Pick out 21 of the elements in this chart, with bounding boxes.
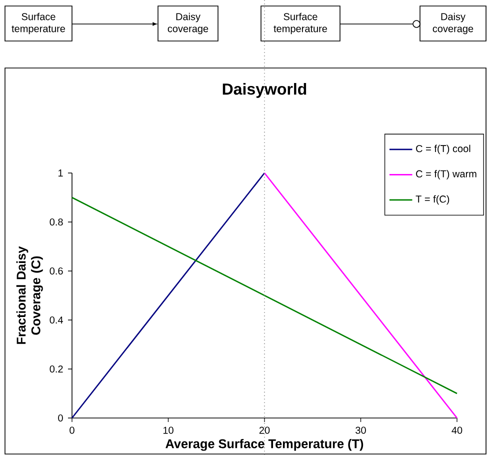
- legend-label: C = f(T) cool: [416, 144, 470, 154]
- x-tick-label: 0: [70, 426, 74, 434]
- y-tick-label: 0.6: [50, 267, 63, 275]
- x-tick-label: 20: [259, 426, 270, 434]
- text: Surface temperature: [12, 12, 66, 34]
- text: Daisy coverage: [168, 12, 208, 34]
- x-tick-label: 10: [163, 426, 174, 434]
- x-tick-label: 40: [452, 426, 462, 434]
- y-axis-title: Fractional Daisy Coverage (C): [16, 246, 43, 344]
- y-tick-label: 0: [58, 414, 63, 422]
- chart-title: Daisyworld: [222, 82, 306, 98]
- text: Surface temperature: [274, 12, 328, 34]
- y-tick-label: 0.4: [50, 316, 63, 324]
- text: Daisy coverage: [432, 12, 474, 34]
- y-tick-label: 1: [58, 170, 63, 176]
- y-tick-label: 0.8: [50, 218, 63, 226]
- legend-label: C = f(T) warm: [416, 170, 476, 180]
- y-tick-label: 0.2: [50, 365, 63, 373]
- x-axis-title: Average Surface Temperature (T): [166, 438, 364, 451]
- legend-label: T = f(C): [416, 195, 450, 205]
- x-tick-label: 30: [356, 426, 366, 434]
